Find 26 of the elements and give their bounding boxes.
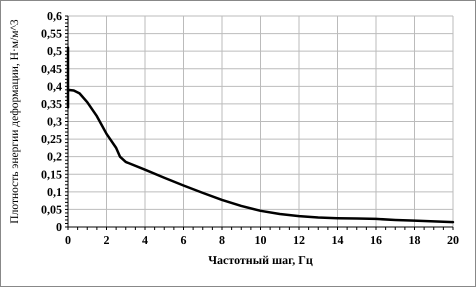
- y-tick-label: 0,2: [47, 150, 62, 164]
- x-tick-label: 10: [254, 233, 266, 247]
- y-tick-label: 0,05: [41, 202, 62, 216]
- y-tick-label: 0,45: [41, 62, 62, 76]
- y-tick-label: 0,3: [47, 114, 62, 128]
- x-tick-label: 0: [65, 233, 71, 247]
- y-axis-title: Плотность энергии деформации, Н·м/м^3: [9, 19, 21, 224]
- x-tick-label: 14: [332, 233, 344, 247]
- y-tick-label: 0,6: [47, 9, 62, 23]
- x-axis-title: Частотный шаг, Гц: [208, 253, 313, 267]
- x-tick-label: 2: [104, 233, 110, 247]
- x-tick-label: 16: [370, 233, 382, 247]
- x-tick-label: 8: [219, 233, 225, 247]
- x-tick-label: 12: [293, 233, 305, 247]
- y-tick-label: 0,5: [47, 44, 62, 58]
- y-tick-label: 0,35: [41, 96, 62, 111]
- x-tick-label: 4: [142, 233, 148, 247]
- y-tick-label: 0,1: [47, 184, 62, 199]
- x-tick-label: 20: [447, 233, 459, 247]
- y-tick-label: 0: [56, 220, 62, 234]
- y-tick-label: 0,25: [41, 132, 62, 146]
- y-tick-label: 0,4: [47, 79, 62, 94]
- x-tick-label: 18: [408, 233, 420, 247]
- x-tick-label: 6: [180, 233, 186, 247]
- y-tick-label: 0,55: [41, 26, 62, 41]
- y-tick-label: 0,15: [41, 167, 62, 182]
